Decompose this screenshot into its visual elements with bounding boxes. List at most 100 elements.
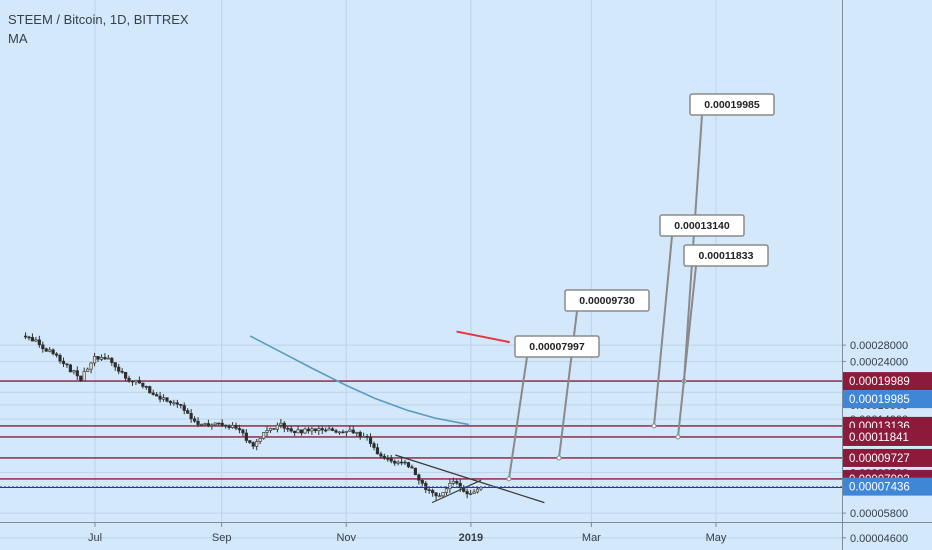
candle-body xyxy=(406,462,411,468)
candle-body xyxy=(206,423,210,426)
candle-body xyxy=(86,368,90,372)
price-callout-label: 0.00019985 xyxy=(704,99,760,111)
level-price-tag: 0.00009727 xyxy=(849,453,910,465)
candle-body xyxy=(158,395,162,400)
candle-body xyxy=(30,337,35,342)
candle-body xyxy=(410,466,414,469)
candle-body xyxy=(451,480,455,484)
callout-pointer xyxy=(677,265,697,438)
price-callout-box[interactable] xyxy=(689,93,775,116)
candle-body xyxy=(82,371,86,381)
candle-body xyxy=(151,392,155,395)
trendline xyxy=(431,479,482,504)
candle-body xyxy=(368,437,373,444)
candle-body xyxy=(299,429,304,434)
level-price-tag-bg xyxy=(843,427,932,446)
candle-body xyxy=(327,428,331,431)
time-tick-label: May xyxy=(706,532,727,544)
price-callout-label: 0.00009730 xyxy=(579,295,635,307)
candle-body xyxy=(99,357,104,360)
candle-body xyxy=(286,427,290,430)
price-callout-label: 0.00007997 xyxy=(529,341,585,353)
candle-body xyxy=(186,410,190,414)
candle-body xyxy=(137,380,141,384)
candle-body xyxy=(113,362,117,368)
candle-body xyxy=(317,428,321,431)
candle-body xyxy=(44,348,48,352)
candle-body xyxy=(230,424,235,429)
price-tick-label: 0.00028000 xyxy=(850,340,908,352)
price-callout-box[interactable] xyxy=(683,244,769,267)
candle-body xyxy=(399,461,404,464)
candle-body xyxy=(282,422,286,429)
candle-body xyxy=(120,371,124,373)
callout-pointer xyxy=(508,356,528,480)
candle-body xyxy=(434,492,438,497)
candle-body xyxy=(396,461,400,464)
candle-body xyxy=(479,486,483,490)
moving-average-line xyxy=(249,335,469,426)
candle-body xyxy=(348,429,352,432)
callout-anchor xyxy=(675,434,681,440)
candle-body xyxy=(75,370,79,377)
candle-body xyxy=(386,458,390,460)
chart-title: STEEM / Bitcoin, 1D, BITTREX xyxy=(8,12,189,27)
candle-body xyxy=(272,428,276,430)
candle-body xyxy=(475,488,480,493)
callout-pointer xyxy=(653,235,673,426)
candle-body xyxy=(427,489,431,492)
candle-body xyxy=(203,423,207,425)
candle-body xyxy=(251,442,255,447)
candle-body xyxy=(54,353,59,356)
candle-body xyxy=(48,349,52,352)
candle-body xyxy=(65,363,69,366)
candle-body xyxy=(141,382,145,387)
candle-body xyxy=(96,355,100,360)
candle-body xyxy=(175,402,179,405)
candle-body xyxy=(255,441,259,447)
candle-body xyxy=(341,431,345,434)
candle-body xyxy=(224,424,228,427)
candle-body xyxy=(213,422,217,426)
price-callout-box[interactable] xyxy=(659,214,745,237)
candle-body xyxy=(244,432,248,441)
candle-body xyxy=(182,405,186,411)
candle-body xyxy=(303,428,307,434)
candle-body xyxy=(110,357,114,363)
candle-body xyxy=(23,335,28,338)
candle-body xyxy=(437,495,442,498)
price-callout-box[interactable] xyxy=(514,335,600,358)
candle-body xyxy=(227,425,231,429)
candle-body xyxy=(41,344,45,350)
candle-body xyxy=(179,404,183,406)
candle-body xyxy=(417,474,421,481)
candle-body xyxy=(306,428,311,432)
candle-body xyxy=(458,482,462,489)
time-tick-label: 2019 xyxy=(459,532,483,544)
candle-body xyxy=(444,488,449,493)
candle-body xyxy=(465,491,469,495)
candle-body xyxy=(313,428,317,431)
candle-body xyxy=(337,431,342,434)
price-callout-box[interactable] xyxy=(564,289,650,312)
candle-body xyxy=(365,436,369,438)
candle-body xyxy=(237,428,242,431)
candle-body xyxy=(296,429,300,434)
indicator-label: MA xyxy=(8,31,28,46)
candle-body xyxy=(455,480,459,484)
candle-body xyxy=(61,360,66,365)
candle-body xyxy=(72,370,76,373)
candle-body xyxy=(130,380,135,383)
candle-body xyxy=(344,431,348,433)
candle-body xyxy=(355,431,359,434)
candle-body xyxy=(241,429,245,434)
price-callout-label: 0.00011833 xyxy=(699,250,754,262)
candle-body xyxy=(441,492,445,497)
candle-body xyxy=(448,483,452,490)
callout-price-tag-bg xyxy=(843,390,932,409)
candle-body xyxy=(117,366,121,372)
candle-body xyxy=(258,438,262,442)
candle-body xyxy=(351,429,355,434)
